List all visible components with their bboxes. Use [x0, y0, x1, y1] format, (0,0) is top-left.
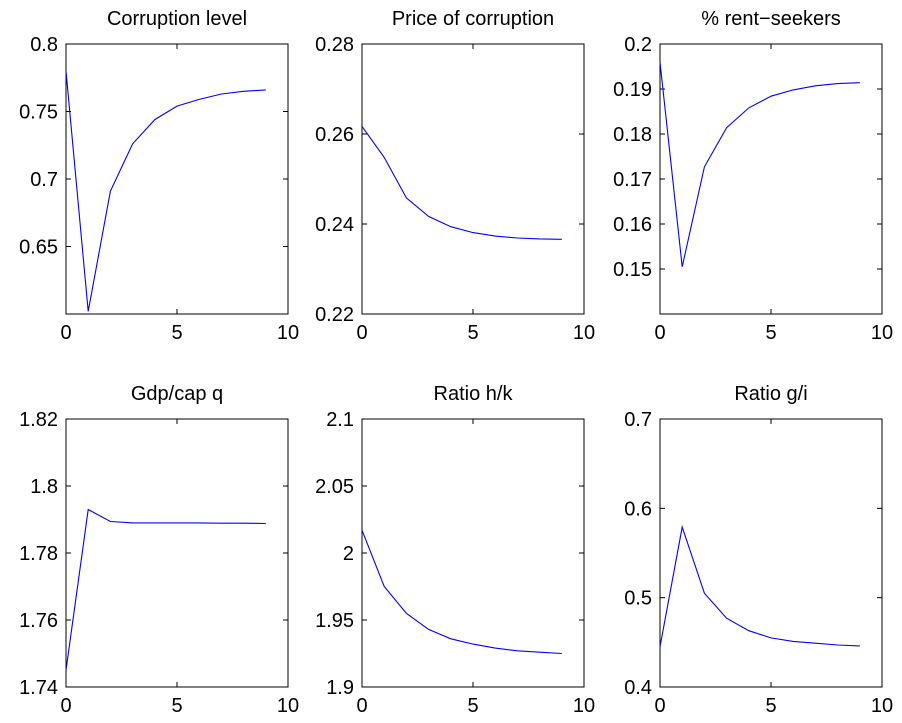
x-tick-label: 5 [765, 322, 776, 344]
y-tick-label: 0.16 [613, 214, 652, 236]
y-tick-label: 0.8 [30, 34, 58, 56]
panel-title: Price of corruption [392, 8, 554, 30]
series-line [361, 126, 562, 240]
panel-title: Gdp/cap q [131, 383, 223, 405]
y-tick-label: 0.19 [613, 79, 652, 101]
series-line [65, 508, 266, 671]
panel-3: % rent−seekers 0 5 10 0.15 0.16 0.17 0.18 0.19 0.… [613, 8, 893, 344]
panel-5: Ratio h/k 0 5 10 1.9 1.95 2 2.05 2.1 [315, 383, 595, 717]
x-tick-label: 0 [60, 322, 71, 344]
y-tick-label: 0.18 [613, 124, 652, 146]
series-line [65, 70, 266, 312]
y-tick-label: 0.28 [315, 34, 354, 56]
y-tick-label: 0.15 [613, 259, 652, 281]
x-tick-label: 5 [171, 322, 182, 344]
axes-box [361, 418, 585, 688]
y-tick-label: 2 [343, 543, 354, 565]
y-tick-label: 1.78 [19, 543, 58, 565]
x-tick-label: 10 [871, 322, 893, 344]
y-tick-label: 2.1 [326, 409, 354, 431]
y-tick-label: 1.82 [19, 409, 58, 431]
y-tick-label: 0.26 [315, 124, 354, 146]
y-tick-label: 0.24 [315, 214, 354, 236]
y-tick-label: 1.8 [30, 476, 58, 498]
axes-box [361, 43, 585, 315]
axes-box [659, 43, 883, 315]
y-tick-label: 0.22 [315, 304, 354, 326]
y-tick-label: 0.7 [30, 169, 58, 191]
y-tick-label: 0.4 [624, 677, 652, 699]
x-tick-label: 5 [467, 695, 478, 717]
x-tick-label: 0 [654, 322, 665, 344]
panel-2: Price of corruption 0 5 10 0.22 0.24 0.26 0.28 [315, 8, 595, 344]
x-tick-label: 0 [60, 695, 71, 717]
x-tick-label: 10 [573, 695, 595, 717]
axes-box [659, 418, 883, 688]
x-tick-label: 10 [277, 695, 299, 717]
y-tick-label: 0.17 [613, 169, 652, 191]
panel-title: Corruption level [107, 8, 247, 30]
y-tick-label: 2.05 [315, 476, 354, 498]
series-line [659, 61, 860, 267]
y-tick-label: 1.74 [19, 677, 58, 699]
y-tick-label: 0.6 [624, 498, 652, 520]
y-tick-label: 1.95 [315, 610, 354, 632]
series-line [361, 529, 562, 655]
axes-box [65, 418, 289, 688]
x-tick-label: 10 [277, 322, 299, 344]
x-tick-label: 5 [765, 695, 776, 717]
panel-6: Ratio g/i 0 5 10 0.4 0.5 0.6 0.7 [624, 383, 893, 717]
y-tick-label: 0.65 [19, 237, 58, 259]
y-tick-label: 0.7 [624, 409, 652, 431]
y-tick-label: 1.76 [19, 610, 58, 632]
series-line [659, 524, 860, 647]
panel-title: Ratio g/i [734, 383, 807, 405]
x-tick-label: 10 [573, 322, 595, 344]
y-tick-label: 0.75 [19, 102, 58, 124]
y-tick-label: 0.5 [624, 588, 652, 610]
x-tick-label: 5 [467, 322, 478, 344]
panel-1: Corruption level 0 5 10 0.65 0.7 0.75 0.8 [19, 8, 299, 344]
panel-title: % rent−seekers [701, 8, 841, 30]
x-tick-label: 0 [654, 695, 665, 717]
y-tick-label: 1.9 [326, 677, 354, 699]
x-tick-label: 0 [356, 695, 367, 717]
x-tick-label: 0 [356, 322, 367, 344]
axes-box [65, 43, 289, 315]
x-tick-label: 10 [871, 695, 893, 717]
panel-4: Gdp/cap q 0 5 10 1.74 1.76 1.78 1.8 1.82 [19, 383, 299, 717]
x-tick-label: 5 [171, 695, 182, 717]
panel-title: Ratio h/k [434, 383, 514, 405]
y-tick-label: 0.2 [624, 34, 652, 56]
